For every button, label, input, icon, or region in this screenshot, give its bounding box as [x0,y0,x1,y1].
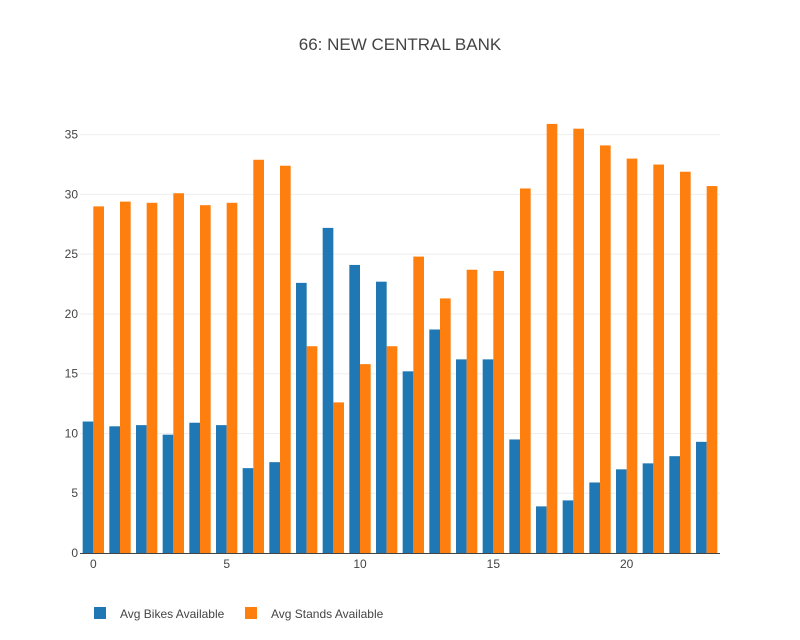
bar-stands-1[interactable] [120,201,131,553]
x-tick-label: 20 [620,557,634,571]
chart-title: 66: NEW CENTRAL BANK [299,35,502,54]
x-tick-label: 0 [90,557,97,571]
bar-stands-16[interactable] [520,188,531,553]
bar-bikes-17[interactable] [536,506,547,553]
bar-stands-3[interactable] [173,193,184,554]
bar-bikes-13[interactable] [429,329,440,553]
x-tick-label: 5 [223,557,230,571]
bar-stands-4[interactable] [200,205,211,553]
bar-stands-19[interactable] [600,145,611,554]
bar-bikes-19[interactable] [589,482,600,553]
bar-bikes-6[interactable] [242,468,254,553]
bar-bikes-1[interactable] [109,426,120,553]
bar-stands-5[interactable] [226,202,238,554]
legend-swatch-stands[interactable] [245,607,257,619]
bar-bikes-0[interactable] [82,421,94,553]
bar-stands-18[interactable] [573,128,584,553]
bar-bikes-12[interactable] [402,371,414,553]
bar-stands-9[interactable] [333,402,344,553]
bar-bikes-21[interactable] [642,463,654,553]
bar-stands-11[interactable] [386,346,398,553]
y-tick-label: 15 [65,367,79,381]
bar-bikes-22[interactable] [669,456,680,553]
bar-bikes-15[interactable] [482,359,494,553]
bar-bikes-4[interactable] [189,422,200,553]
legend-label-bikes[interactable]: Avg Bikes Available [120,607,225,621]
legend-label-stands[interactable]: Avg Stands Available [271,607,384,621]
bar-bikes-9[interactable] [322,227,334,553]
y-axis-ticks: 0 5 10 15 20 25 30 35 [65,128,79,560]
bar-stands-10[interactable] [360,364,371,553]
bar-bikes-2[interactable] [136,425,147,553]
gridlines [80,134,720,494]
bar-bikes-16[interactable] [509,439,520,553]
bar-stands-20[interactable] [626,158,638,553]
bar-bikes-3[interactable] [162,434,174,553]
bar-bikes-11[interactable] [376,281,387,553]
bar-stands-0[interactable] [93,206,104,553]
bar-stands-22[interactable] [680,171,691,553]
bar-stands-6[interactable] [253,159,264,553]
bar-stands-21[interactable] [653,164,664,554]
bars [82,123,718,554]
y-tick-label: 30 [65,187,79,201]
bar-stands-17[interactable] [546,123,558,553]
x-tick-label: 10 [353,557,367,571]
y-tick-label: 35 [65,128,79,142]
y-tick-label: 25 [65,247,79,261]
bar-bikes-10[interactable] [349,264,360,553]
bar-bikes-18[interactable] [562,500,574,553]
bar-stands-15[interactable] [493,270,504,553]
legend-swatch-bikes[interactable] [94,607,106,619]
x-tick-label: 15 [487,557,501,571]
y-tick-label: 10 [65,426,79,440]
bar-stands-8[interactable] [306,346,318,553]
bar-bikes-23[interactable] [696,441,707,553]
bar-bikes-14[interactable] [456,359,467,553]
bar-stands-14[interactable] [466,269,478,553]
bar-bikes-20[interactable] [616,469,627,553]
bar-stands-12[interactable] [413,256,424,553]
y-tick-label: 20 [65,307,79,321]
bar-stands-23[interactable] [706,186,718,553]
y-tick-label: 0 [71,546,78,560]
legend[interactable]: Avg Bikes Available Avg Stands Available [94,607,384,621]
bar-bikes-7[interactable] [269,462,280,553]
bar-bikes-5[interactable] [216,425,227,553]
bar-stands-2[interactable] [146,202,158,554]
x-axis-ticks: 0 5 10 15 20 [90,557,634,571]
bar-bikes-8[interactable] [296,282,307,553]
bar-stands-13[interactable] [440,298,451,553]
y-tick-label: 5 [71,486,78,500]
bar-stands-7[interactable] [280,165,291,554]
